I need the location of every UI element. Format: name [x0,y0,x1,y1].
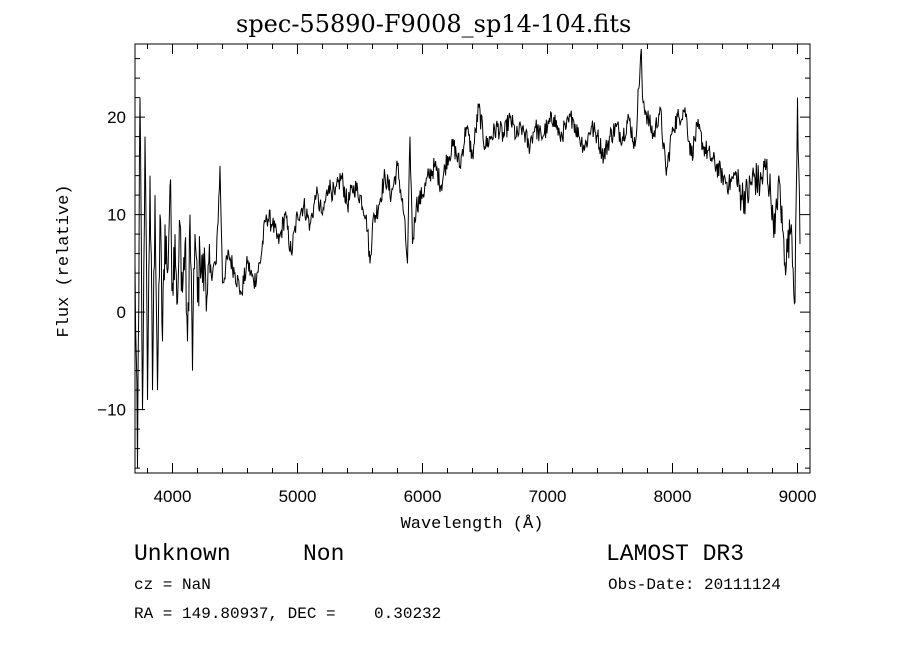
obs-date-text: Obs-Date: 20111124 [608,576,781,594]
class-label: Unknown [134,541,231,567]
plot-border [134,43,811,474]
y-axis-tick-labels: −10 0 10 20 [97,108,126,420]
y-tick-label: 20 [107,108,126,127]
x-axis-label: Wavelength (Å) [401,515,544,534]
x-tick-label: 8000 [654,487,692,506]
y-tick-label: 10 [107,206,126,225]
plot-frame [134,43,811,474]
coordinates-text: RA = 149.80937, DEC = 0.30232 [134,605,442,623]
subclass-label: Non [303,541,345,567]
y-axis-ticks [135,58,810,469]
x-tick-label: 6000 [404,487,442,506]
spectrum-line [134,48,801,469]
x-axis-ticks [147,44,798,473]
y-tick-label: 0 [117,303,126,322]
y-tick-label: −10 [97,401,126,420]
x-axis-tick-labels: 4000 5000 6000 7000 8000 9000 [154,487,817,506]
x-tick-label: 7000 [529,487,567,506]
chart-title: spec-55890-F9008_sp14-104.fits [236,10,632,38]
survey-label: LAMOST DR3 [606,541,745,567]
y-axis-label: Flux (relative) [55,184,74,337]
x-tick-label: 9000 [779,487,817,506]
x-tick-label: 4000 [154,487,192,506]
cz-text: cz = NaN [134,576,211,594]
x-tick-label: 5000 [279,487,317,506]
spectrum-series [134,48,801,469]
